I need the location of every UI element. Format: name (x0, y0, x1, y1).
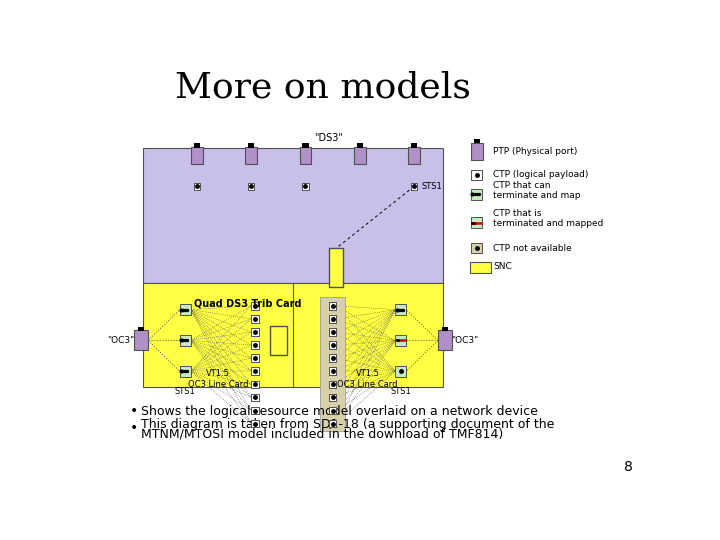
Bar (472, 170, 482, 180)
Bar (395, 304, 406, 315)
Bar (302, 184, 309, 190)
Bar (191, 147, 203, 164)
Text: CTP (logical payload): CTP (logical payload) (493, 171, 588, 179)
Bar (471, 143, 483, 159)
Bar (329, 315, 336, 323)
Bar (472, 189, 482, 200)
Bar (251, 394, 259, 401)
Text: "OC3": "OC3" (107, 336, 135, 345)
Bar (329, 302, 336, 309)
Bar (329, 381, 336, 388)
Bar (329, 407, 336, 414)
Bar (356, 143, 363, 148)
Bar (329, 341, 336, 349)
Bar (180, 366, 191, 377)
Text: VT1.5
OC3 Line Card: VT1.5 OC3 Line Card (337, 369, 397, 389)
Bar (248, 143, 254, 148)
Bar (320, 296, 345, 431)
Bar (472, 242, 482, 253)
Bar (194, 184, 200, 190)
Bar (300, 147, 311, 164)
Bar (246, 147, 257, 164)
Text: "DS3": "DS3" (314, 133, 343, 143)
Text: Quad DS3 Trib Card: Quad DS3 Trib Card (194, 299, 302, 308)
Text: SNC: SNC (493, 262, 512, 271)
Bar (442, 327, 448, 331)
Text: STS1: STS1 (422, 182, 443, 191)
Bar (248, 184, 254, 190)
Bar (330, 248, 343, 287)
Bar (329, 367, 336, 375)
Bar (329, 328, 336, 336)
Bar (408, 147, 420, 164)
Bar (251, 315, 259, 323)
Bar (180, 335, 191, 346)
Bar (251, 328, 259, 336)
Bar (329, 394, 336, 401)
Text: 8: 8 (624, 460, 632, 474)
Bar (302, 143, 309, 148)
Bar (329, 341, 336, 349)
Bar (329, 315, 336, 323)
Bar (270, 326, 287, 355)
Bar (411, 143, 417, 148)
Bar (251, 407, 259, 414)
Text: PTP (Physical port): PTP (Physical port) (493, 146, 577, 156)
Text: STS1: STS1 (390, 387, 411, 396)
Text: MTNM/MTOSI model included in the download of TMF814): MTNM/MTOSI model included in the downloa… (141, 428, 503, 441)
Text: •: • (130, 421, 138, 435)
Text: More on models: More on models (174, 71, 470, 105)
Text: STS1: STS1 (175, 387, 196, 396)
Bar (472, 217, 482, 228)
Bar (251, 341, 259, 349)
Bar (474, 139, 480, 143)
Bar (411, 184, 417, 190)
Bar (143, 283, 444, 387)
Bar (180, 304, 191, 315)
Bar (329, 420, 336, 428)
Text: CTP that can
terminate and map: CTP that can terminate and map (493, 180, 580, 200)
Bar (251, 420, 259, 428)
Bar (138, 327, 144, 331)
Bar (329, 302, 336, 309)
Text: "OC3": "OC3" (451, 336, 479, 345)
Bar (354, 147, 366, 164)
Bar (194, 143, 200, 148)
Bar (469, 262, 492, 273)
Bar (438, 330, 452, 350)
Text: Shows the logical resource model overlaid on a network device: Shows the logical resource model overlai… (141, 405, 538, 418)
Text: VT1.5
OC3 Line Card: VT1.5 OC3 Line Card (188, 369, 248, 389)
Bar (251, 302, 259, 309)
Bar (251, 354, 259, 362)
Bar (395, 366, 406, 377)
Text: CTP not available: CTP not available (493, 244, 572, 253)
Bar (329, 354, 336, 362)
Bar (395, 335, 406, 346)
Bar (143, 148, 444, 283)
Bar (251, 367, 259, 375)
Text: •: • (130, 404, 138, 418)
Bar (134, 330, 148, 350)
Text: This diagram is taken from SD1-18 (a supporting document of the: This diagram is taken from SD1-18 (a sup… (141, 418, 554, 431)
Bar (251, 381, 259, 388)
Text: CTP that is
terminated and mapped: CTP that is terminated and mapped (493, 209, 603, 228)
Bar (329, 328, 336, 336)
